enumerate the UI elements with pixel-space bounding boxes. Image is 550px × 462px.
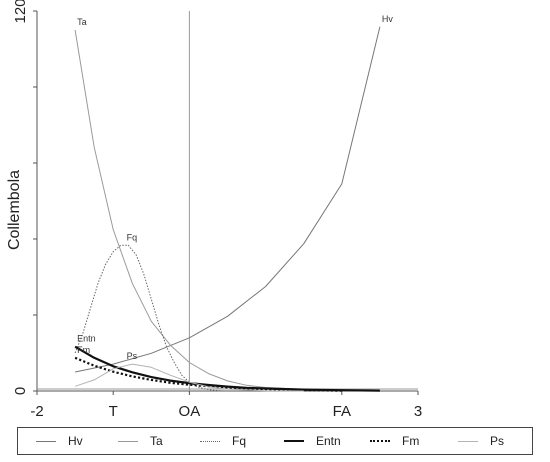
legend: Hv Ta Fq Entn Fm Ps xyxy=(17,427,533,455)
y-tick-label: 0 xyxy=(12,387,29,395)
legend-label: Ps xyxy=(490,434,505,448)
series-lines xyxy=(74,26,381,392)
legend-item-fq: Fq xyxy=(200,428,246,454)
x-tick-label: OA xyxy=(179,403,201,420)
legend-label: Entn xyxy=(316,434,341,448)
x-tick-label: 3 xyxy=(414,403,422,420)
series-label-entn: Entn xyxy=(77,334,96,344)
legend-item-hv: Hv xyxy=(36,428,83,454)
legend-item-ta: Ta xyxy=(118,428,163,454)
legend-label: Fm xyxy=(402,434,420,448)
series-label-fm: Fm xyxy=(77,345,90,355)
tick-labels: -2 T OA FA 3 0 120 xyxy=(12,0,422,420)
legend-label: Fq xyxy=(232,434,247,448)
legend-label: Hv xyxy=(68,434,83,448)
series-label-ta: Ta xyxy=(77,17,87,27)
legend-swatch xyxy=(200,440,220,442)
series-line-entn xyxy=(74,345,380,392)
legend-item-ps: Ps xyxy=(458,428,504,454)
x-tick-label: FA xyxy=(333,403,351,420)
y-tick-label: 120 xyxy=(12,0,29,24)
x-tick-label: -2 xyxy=(30,403,43,420)
series-label-fq: Fq xyxy=(127,232,138,242)
legend-item-entn: Entn xyxy=(284,428,341,454)
legend-swatch xyxy=(284,440,304,442)
legend-swatch xyxy=(370,440,390,442)
legend-item-fm: Fm xyxy=(370,428,419,454)
series-line-ps xyxy=(74,363,304,392)
x-tick-label: T xyxy=(109,403,118,420)
series-line-hv xyxy=(74,26,381,373)
legend-swatch xyxy=(118,440,138,442)
series-line-ta xyxy=(74,29,342,391)
y-axis-label: Collembola xyxy=(6,170,23,250)
legend-swatch xyxy=(36,440,56,442)
legend-swatch xyxy=(458,440,478,442)
series-line-fm xyxy=(74,356,342,392)
series-line-fq xyxy=(74,244,228,392)
series-label-ps: Ps xyxy=(127,351,138,361)
series-label-hv: Hv xyxy=(382,14,393,24)
legend-label: Ta xyxy=(150,434,163,448)
